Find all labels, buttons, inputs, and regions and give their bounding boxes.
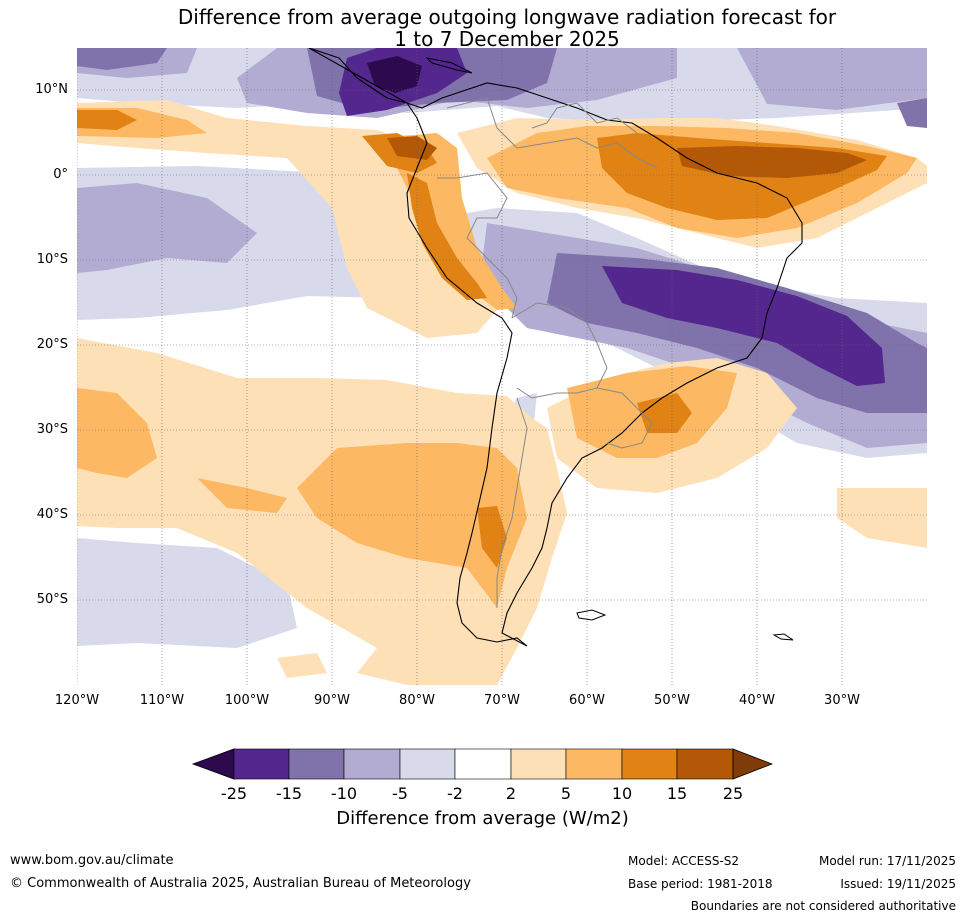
falklands-coastline [576, 609, 607, 621]
country-borders [437, 97, 658, 608]
lat-label-50s: 50°S [36, 592, 68, 607]
graticule [77, 48, 927, 685]
colorbar-tick-label: 10 [611, 784, 633, 803]
colorbar-bin-9 [676, 748, 734, 780]
footer-website: www.bom.gov.au/climate [10, 853, 174, 868]
footer-copyright: © Commonwealth of Australia 2025, Austra… [10, 876, 471, 891]
colorbar-tick-label: 2 [505, 784, 517, 803]
lon-label-40w: 40°W [739, 693, 775, 708]
colorbar [191, 748, 774, 780]
south-georgia-coastline [772, 633, 794, 641]
lon-label-100w: 100°W [224, 693, 270, 708]
colorbar-bin-4 [399, 748, 456, 780]
lon-label-50w: 50°W [654, 693, 690, 708]
positive-anomaly-very-strong [387, 136, 867, 178]
lon-label-70w: 70°W [484, 693, 520, 708]
lat-label-20s: 20°S [36, 337, 68, 352]
colorbar-bin-6 [510, 748, 567, 780]
cuba-coastline [425, 57, 473, 74]
colorbar-tick-label: -10 [330, 784, 358, 803]
colorbar-bin-5 [454, 748, 512, 780]
footer-model: Model: ACCESS-S2 [628, 854, 740, 868]
colorbar-bin-7 [565, 748, 623, 780]
colorbar-under-arrow [191, 748, 235, 780]
olr-anomaly-map [77, 48, 927, 685]
footer-base-period: Base period: 1981-2018 [628, 877, 773, 891]
footer-issued: Issued: 19/11/2025 [840, 877, 956, 891]
colorbar-bin-8 [621, 748, 678, 780]
lat-label-10n: 10°N [35, 82, 68, 97]
colorbar-bin-1 [233, 748, 290, 780]
lat-label-40s: 40°S [36, 507, 68, 522]
footer-disclaimer: Boundaries are not considered authoritat… [690, 899, 956, 913]
colorbar-bin-3 [343, 748, 401, 780]
lon-label-60w: 60°W [569, 693, 605, 708]
colorbar-tick-label: -5 [392, 784, 408, 803]
colorbar-tick-label: -15 [275, 784, 303, 803]
colorbar-tick-label: 15 [666, 784, 688, 803]
colorbar-bin-2 [288, 748, 345, 780]
south-america-coastline [308, 48, 803, 647]
map-title-line2: 1 to 7 December 2025 [394, 27, 620, 51]
map-title-line1: Difference from average outgoing longwav… [177, 5, 837, 29]
lat-label-0: 0° [53, 167, 68, 182]
lon-label-80w: 80°W [399, 693, 435, 708]
lat-label-30s: 30°S [36, 422, 68, 437]
colorbar-tick-label: 5 [560, 784, 572, 803]
colorbar-tick-label: -25 [220, 784, 248, 803]
colorbar-over-arrow [732, 748, 774, 780]
lon-label-30w: 30°W [824, 693, 860, 708]
footer-model-run: Model run: 17/11/2025 [818, 854, 956, 868]
colorbar-title: Difference from average (W/m2) [336, 808, 629, 829]
lon-label-90w: 90°W [314, 693, 350, 708]
lat-label-10s: 10°S [36, 252, 68, 267]
lon-label-110w: 110°W [139, 693, 185, 708]
negative-anomaly-extreme [367, 56, 422, 93]
colorbar-tick-label: 25 [722, 784, 744, 803]
lon-label-120w: 120°W [54, 693, 100, 708]
colorbar-tick-label: -2 [447, 784, 463, 803]
